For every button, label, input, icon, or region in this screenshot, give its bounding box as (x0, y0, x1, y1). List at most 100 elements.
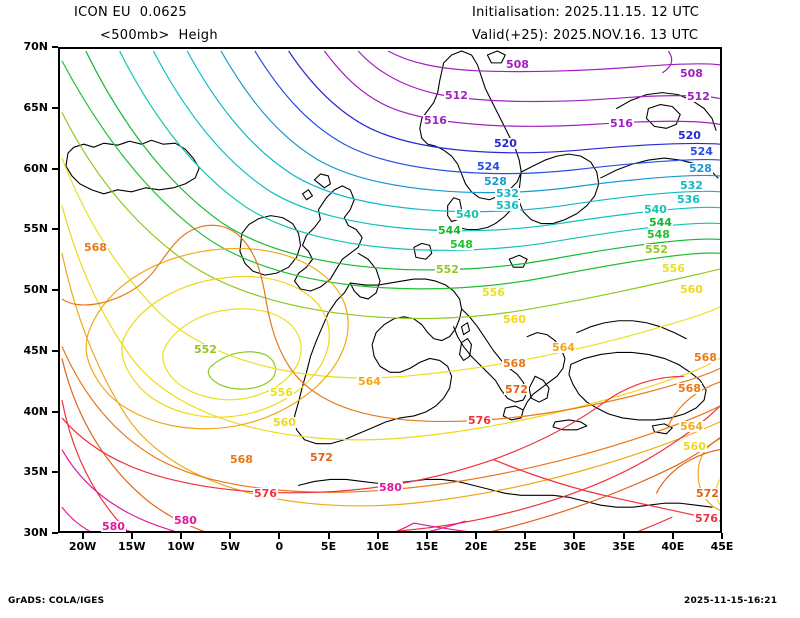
x-axis-tick-label: 40E (661, 540, 685, 553)
y-axis-tick-label: 40N (23, 404, 48, 418)
x-axis-tick-label: 30E (563, 540, 586, 553)
model-title: ICON EU 0.0625 (74, 5, 187, 20)
contour-label: 580 (173, 514, 198, 527)
valid-time: Valid(+25): 2025.NOV.16. 13 UTC (472, 28, 699, 43)
contour-label: 556 (269, 386, 294, 399)
y-axis-tick (52, 167, 58, 170)
contour-label: 508 (679, 67, 704, 80)
x-axis-tick (327, 533, 330, 539)
x-axis-tick (425, 533, 428, 539)
contour-label: 572 (309, 451, 334, 464)
contour-label: 548 (449, 238, 474, 251)
contour-label: 560 (502, 313, 527, 326)
x-axis-tick (475, 533, 478, 539)
contour-label: 576 (467, 414, 492, 427)
contour-label: 580 (378, 481, 403, 494)
contour-label: 572 (504, 383, 529, 396)
contour-label: 548 (646, 228, 671, 241)
contour-label: 568 (83, 241, 108, 254)
contour-label: 568 (229, 453, 254, 466)
y-axis-tick (52, 289, 58, 291)
y-axis-tick-label: 30N (23, 526, 48, 539)
contour-label: 552 (193, 343, 218, 356)
contour-label: 516 (423, 114, 448, 127)
contour-label: 524 (476, 160, 501, 173)
contour-label: 568 (502, 357, 527, 370)
y-axis-tick (52, 410, 58, 413)
y-axis-tick-label: 55N (23, 222, 48, 236)
y-axis-tick (52, 46, 58, 48)
contour-label: 552 (644, 243, 669, 256)
x-axis-tick-label: 20W (68, 540, 97, 553)
contour-label: 544 (437, 224, 462, 237)
coastline-layer (65, 50, 719, 508)
contour-label: 556 (481, 286, 506, 299)
y-axis-tick (52, 228, 58, 231)
y-axis-tick-label: 65N (23, 100, 48, 114)
y-axis-tick-label: 60N (23, 161, 48, 175)
x-axis-tick-label: 0 (275, 540, 284, 553)
initialisation-time: Initialisation: 2025.11.15. 12 UTC (472, 5, 700, 20)
y-axis-tick-label: 45N (23, 343, 48, 357)
contour-label: 564 (551, 341, 576, 354)
x-axis-tick (81, 533, 84, 539)
y-axis-tick-label: 50N (23, 283, 48, 296)
x-axis-tick-label: 35E (612, 540, 636, 553)
contour-label: 532 (495, 187, 520, 200)
x-axis-tick (376, 533, 379, 539)
x-axis-tick (721, 533, 723, 539)
contour-label: 568 (693, 351, 718, 364)
grads-credit: GrADS: COLA/IGES (8, 596, 105, 606)
y-axis-tick-label: 70N (23, 40, 48, 53)
x-axis-tick (524, 533, 527, 539)
y-axis-tick (52, 532, 58, 534)
contour-label: 540 (455, 208, 480, 221)
x-axis-tick-label: 5E (320, 540, 337, 553)
x-axis-tick (671, 533, 674, 539)
contour-label: 528 (483, 175, 508, 188)
contour-label: 572 (695, 487, 720, 500)
x-axis-tick-label: 15E (415, 540, 439, 553)
contour-label: 540 (643, 203, 668, 216)
x-axis-tick (229, 533, 232, 539)
contour-label: 520 (493, 137, 518, 150)
contour-label: 564 (679, 420, 704, 433)
x-axis-tick-label: 15W (118, 540, 146, 553)
x-axis-tick (130, 533, 133, 539)
contour-label: 528 (688, 162, 713, 175)
x-axis-tick (573, 533, 576, 539)
y-axis-tick (52, 471, 58, 474)
contour-label: 560 (682, 440, 707, 453)
contour-label: 536 (676, 193, 701, 206)
contour-label: 512 (686, 90, 711, 103)
level-subtitle: <500mb> Heigh (100, 28, 218, 43)
x-axis-tick-label: 10W (167, 540, 195, 553)
x-axis-tick-label: 25E (513, 540, 537, 553)
y-axis-tick-label: 35N (23, 465, 48, 479)
y-axis-tick (52, 106, 58, 109)
contour-label: 516 (609, 117, 634, 130)
contour-label: 556 (661, 262, 686, 275)
x-axis-tick (179, 533, 182, 539)
contour-label: 512 (444, 89, 469, 102)
contour-label: 560 (679, 283, 704, 296)
contour-label: 560 (272, 416, 297, 429)
contour-label: 544 (648, 216, 673, 229)
x-axis-tick (622, 533, 625, 539)
contour-label: 564 (357, 375, 382, 388)
x-axis-tick-label: 5W (220, 540, 241, 553)
contour-label: 576 (253, 487, 278, 500)
contour-label: 580 (101, 520, 126, 533)
contour-label: 524 (689, 145, 714, 158)
x-axis-tick-label: 10E (366, 540, 390, 553)
contour-label: 508 (505, 58, 530, 71)
y-axis-tick (52, 349, 58, 352)
contour-label: 520 (677, 129, 702, 142)
contour-label: 576 (694, 512, 719, 525)
contour-label: 568 (677, 382, 702, 395)
x-axis-tick-label: 45E (710, 540, 734, 553)
contour-label: 552 (435, 263, 460, 276)
x-axis-tick-label: 20E (464, 540, 488, 553)
x-axis-tick (278, 533, 281, 539)
contour-label: 532 (679, 179, 704, 192)
